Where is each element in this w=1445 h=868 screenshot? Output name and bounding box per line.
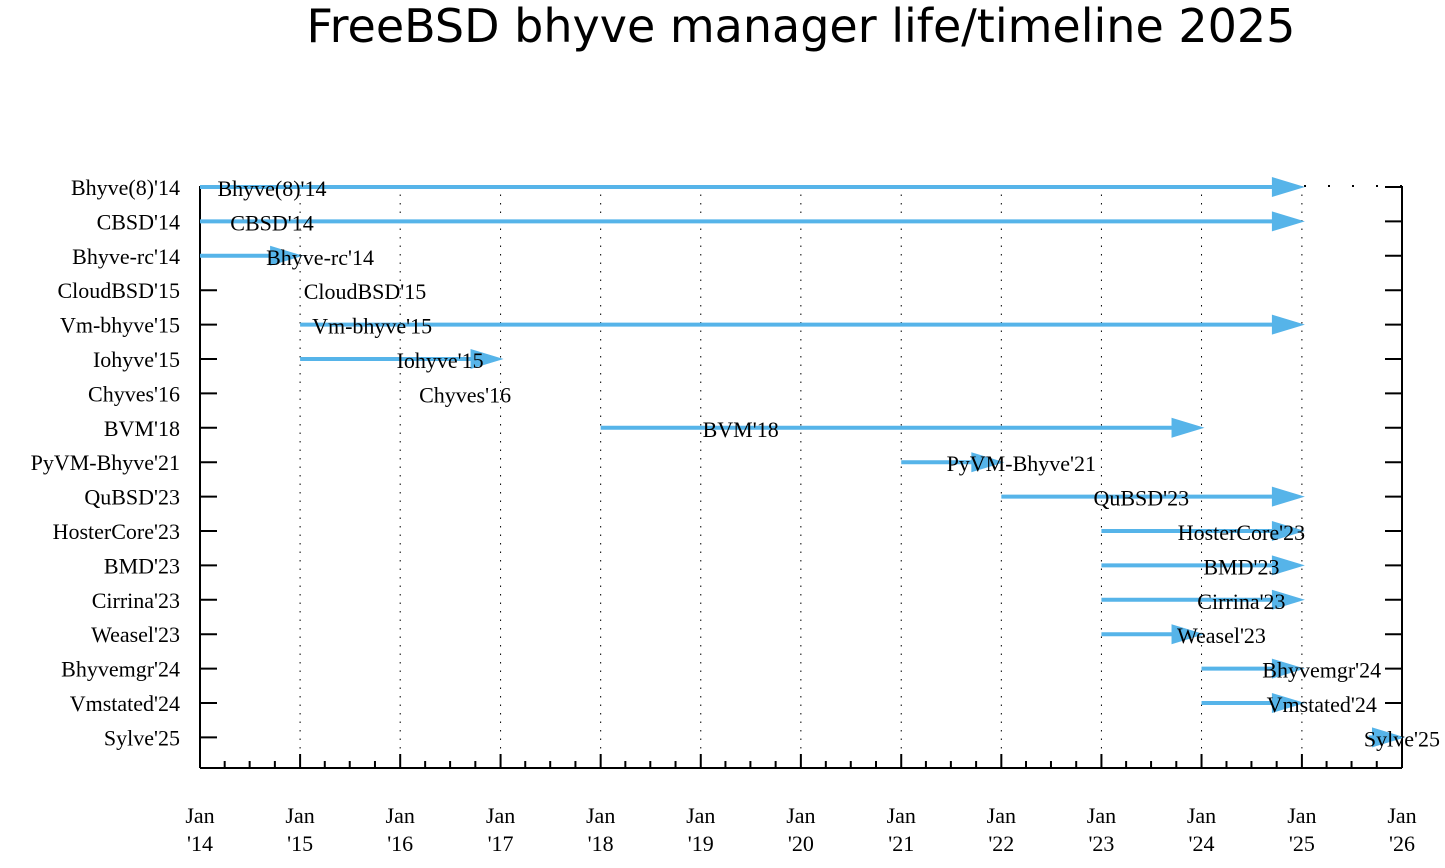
y-tick-label: CBSD'14: [97, 209, 180, 234]
timeline-arrowhead: [1271, 521, 1305, 541]
x-tick-label-month: Jan: [285, 803, 314, 828]
x-tick-label-year: '24: [1189, 831, 1215, 856]
bar-label: BVM'18: [703, 417, 779, 442]
axis-layer: Jan '14 Jan '15 Jan '16 Jan '17 Jan '18 Jan '19 Jan '…: [185, 185, 1417, 856]
bar-layer: [200, 177, 1405, 748]
y-tick-label: Weasel'23: [91, 622, 180, 647]
y-tick-label: Vm-bhyve'15: [60, 313, 180, 338]
y-tick-label: Chyves'16: [88, 381, 180, 406]
bar-label: Vmstated'24: [1267, 692, 1377, 717]
x-tick-label-month: Jan: [185, 803, 214, 828]
y-tick-label: QuBSD'23: [84, 485, 180, 510]
label-layer: Bhyve(8)'14 Bhyve(8)'14 CBSD'14 CBSD'14 Bhyv…: [31, 175, 1440, 751]
y-tick-label: CloudBSD'15: [57, 278, 180, 303]
x-tick-label-month: Jan: [1087, 803, 1116, 828]
y-tick-label: BMD'23: [104, 553, 180, 578]
x-tick-label-month: Jan: [686, 803, 715, 828]
timeline-arrowhead: [1271, 211, 1305, 232]
timeline-arrowhead: [1171, 624, 1205, 645]
bar-label: CloudBSD'15: [304, 279, 427, 304]
timeline-arrowhead: [1271, 589, 1305, 610]
timeline-arrowhead: [270, 245, 304, 266]
x-tick-label-year: '19: [688, 831, 714, 856]
bar-label: Vm-bhyve'15: [312, 314, 432, 339]
timeline-arrowhead: [1271, 314, 1305, 335]
x-tick-label-year: '26: [1389, 831, 1415, 856]
chart-title: FreeBSD bhyve manager life/timeline 2025: [307, 0, 1296, 53]
bar-label: CBSD'14: [230, 210, 313, 235]
y-tick-label: Vmstated'24: [70, 691, 180, 716]
y-tick-label: BVM'18: [104, 416, 180, 441]
timeline-arrowhead: [470, 349, 504, 369]
timeline-arrowhead: [1271, 555, 1305, 576]
bar-label: BMD'23: [1203, 554, 1279, 579]
bar-label: Cirrina'23: [1197, 589, 1285, 614]
x-tick-label-year: '21: [888, 831, 914, 856]
x-tick-label-year: '23: [1088, 831, 1114, 856]
bar-label: Bhyvemgr'24: [1262, 658, 1381, 683]
timeline-arrowhead: [1271, 486, 1305, 507]
x-tick-label-month: Jan: [586, 803, 615, 828]
bar-label: Chyves'16: [419, 382, 511, 407]
x-tick-label-month: Jan: [786, 803, 815, 828]
x-tick-label-month: Jan: [486, 803, 515, 828]
x-tick-label-month: Jan: [1187, 803, 1216, 828]
y-tick-label: Cirrina'23: [92, 588, 180, 613]
x-tick-label-year: '16: [387, 831, 413, 856]
y-tick-label: Sylve'25: [104, 725, 180, 750]
timeline-arrowhead: [1171, 417, 1205, 438]
y-tick-label: PyVM-Bhyve'21: [31, 450, 180, 475]
timeline-arrowhead: [1372, 727, 1405, 748]
bar-label: QuBSD'23: [1094, 486, 1190, 511]
x-tick-label-month: Jan: [987, 803, 1016, 828]
y-tick-label: Bhyve(8)'14: [71, 175, 180, 200]
bar-label: Bhyve-rc'14: [266, 245, 374, 270]
timeline-arrowhead: [971, 452, 1005, 473]
y-tick-label: Iohyve'15: [93, 347, 180, 372]
x-tick-label-year: '17: [488, 831, 514, 856]
bar-label: PyVM-Bhyve'21: [947, 451, 1096, 476]
y-tick-label: HosterCore'23: [53, 519, 180, 544]
y-tick-label: Bhyve-rc'14: [72, 244, 180, 269]
timeline-arrowhead: [1271, 177, 1305, 197]
x-tick-label-year: '15: [287, 831, 313, 856]
x-tick-label-month: Jan: [386, 803, 415, 828]
x-tick-label-month: Jan: [1387, 803, 1416, 828]
bar-label: Bhyve(8)'14: [217, 176, 326, 201]
grid-layer: [299, 186, 1303, 768]
bar-label: Sylve'25: [1364, 726, 1440, 751]
x-tick-label-year: '25: [1289, 831, 1315, 856]
bar-label: Weasel'23: [1177, 623, 1266, 648]
x-tick-label-year: '14: [187, 831, 213, 856]
x-tick-label-year: '20: [788, 831, 814, 856]
x-tick-label-year: '18: [588, 831, 614, 856]
timeline-arrowhead: [1271, 693, 1305, 713]
x-tick-label-year: '22: [988, 831, 1014, 856]
timeline-arrowhead: [1271, 658, 1305, 679]
x-tick-label-month: Jan: [887, 803, 916, 828]
bar-label: HosterCore'23: [1178, 520, 1305, 545]
x-tick-label-month: Jan: [1287, 803, 1316, 828]
y-tick-label: Bhyvemgr'24: [61, 657, 180, 682]
bar-label: Iohyve'15: [397, 348, 484, 373]
